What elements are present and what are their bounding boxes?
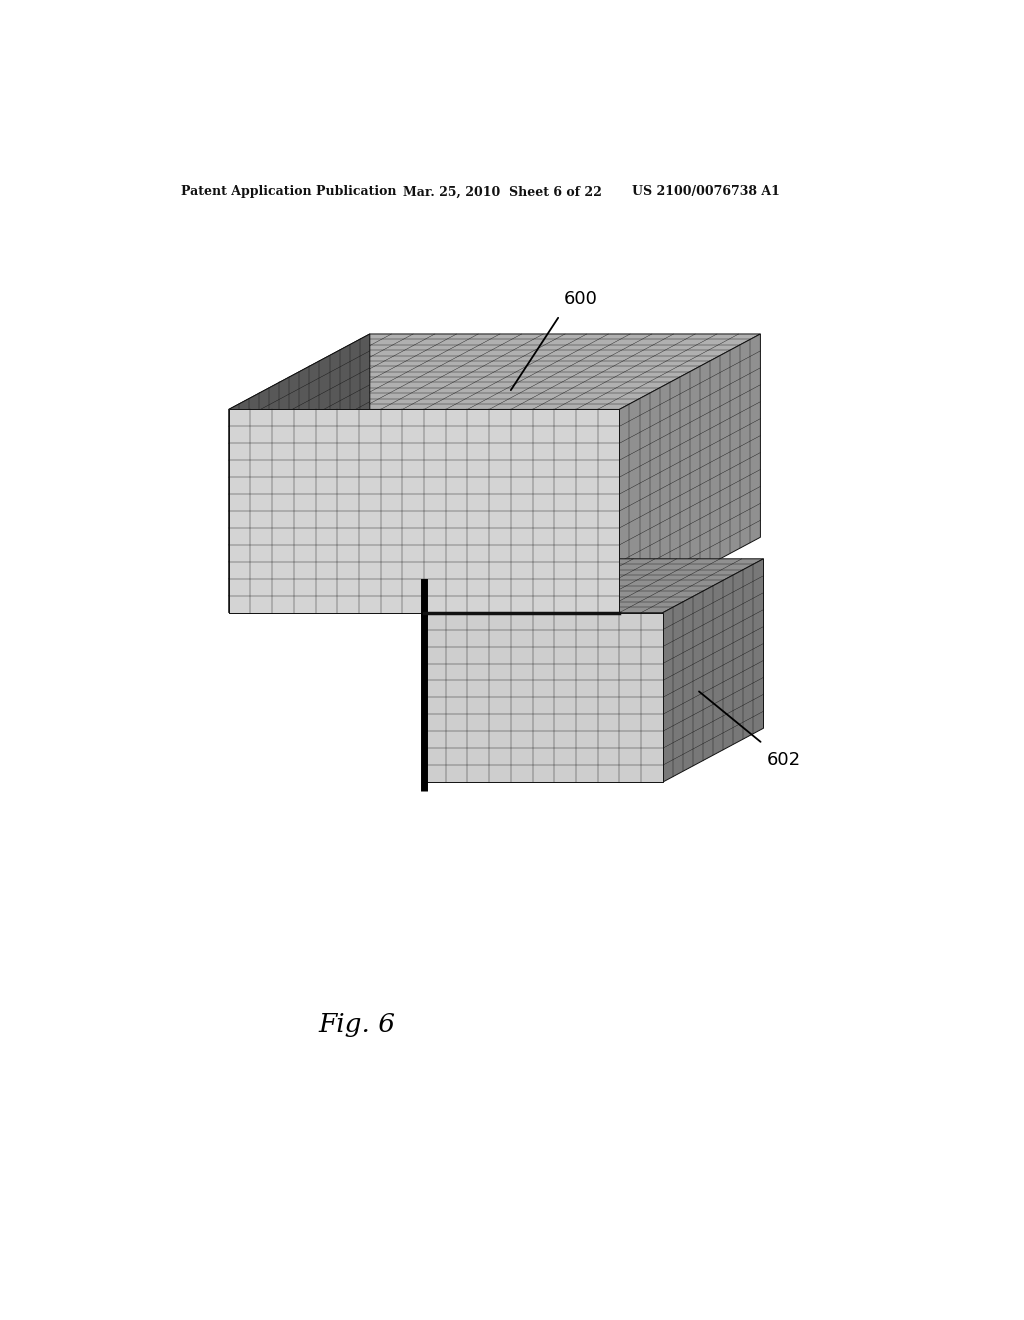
Polygon shape <box>228 409 620 612</box>
Polygon shape <box>424 612 663 781</box>
Polygon shape <box>620 334 761 612</box>
Text: 600: 600 <box>563 290 597 308</box>
Text: Mar. 25, 2010  Sheet 6 of 22: Mar. 25, 2010 Sheet 6 of 22 <box>403 185 602 198</box>
Text: 602: 602 <box>767 751 801 770</box>
Polygon shape <box>228 334 370 612</box>
Text: US 2100/0076738 A1: US 2100/0076738 A1 <box>632 185 779 198</box>
Polygon shape <box>228 334 761 409</box>
Polygon shape <box>663 558 764 781</box>
Polygon shape <box>228 409 620 612</box>
Text: Patent Application Publication: Patent Application Publication <box>180 185 396 198</box>
Polygon shape <box>424 558 764 612</box>
Text: Fig. 6: Fig. 6 <box>318 1012 395 1038</box>
